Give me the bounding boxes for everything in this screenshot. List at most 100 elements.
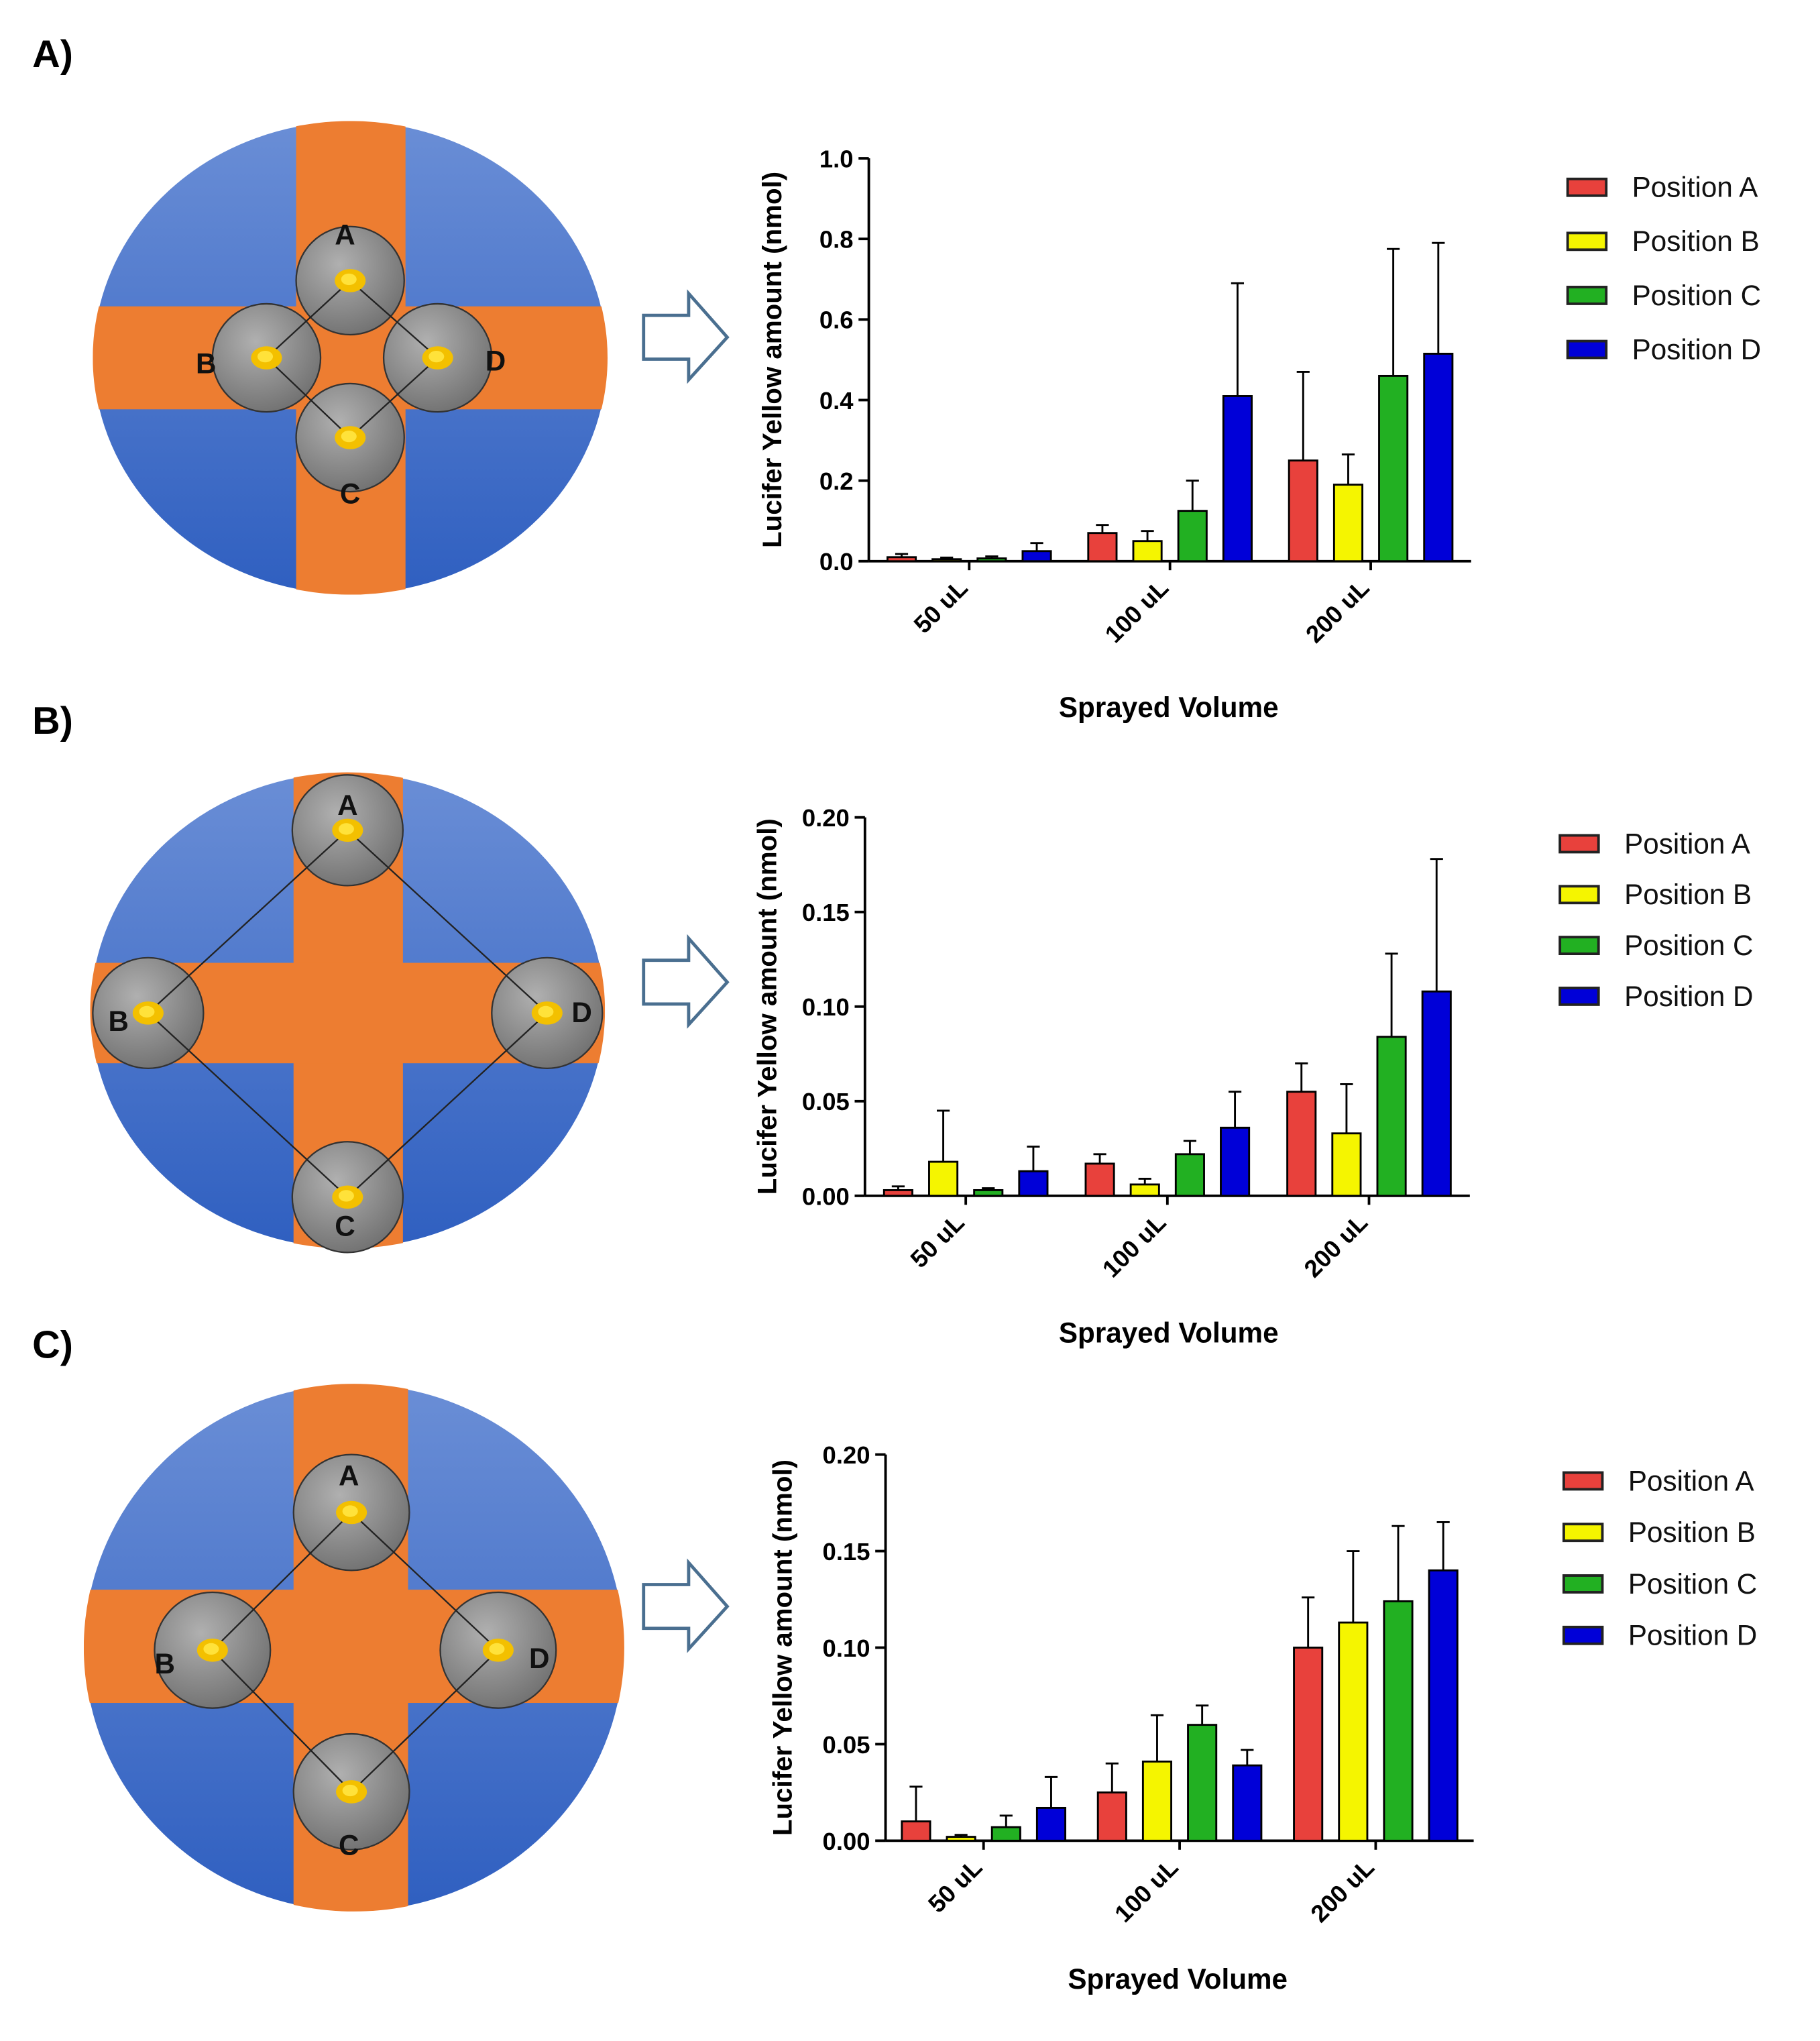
- spot-core: [338, 823, 354, 835]
- error-bar: [1228, 1091, 1242, 1128]
- bar: [973, 1189, 1004, 1197]
- bar: [1187, 1724, 1218, 1842]
- spot-core: [203, 1643, 219, 1655]
- position-letter: C: [335, 1210, 355, 1242]
- position-letter: D: [571, 997, 592, 1028]
- panel-label: B): [32, 700, 73, 742]
- spot-core: [538, 1005, 554, 1018]
- bar: [1423, 352, 1454, 563]
- legend-swatch: [1566, 231, 1608, 252]
- error-bar: [1295, 1062, 1308, 1092]
- arrow: [642, 1558, 730, 1653]
- legend-swatch: [1562, 1625, 1604, 1645]
- position-letter: A: [337, 789, 358, 821]
- error-bar: [1150, 1714, 1164, 1762]
- legend-label: Position C: [1628, 1568, 1757, 1600]
- legend-label: Position A: [1624, 828, 1751, 859]
- error-bar: [1030, 542, 1043, 551]
- error-bar: [936, 1109, 950, 1162]
- x-tick-label: 100 uL: [1097, 1209, 1172, 1283]
- legend-label: Position D: [1632, 333, 1761, 365]
- legend-swatch: [1562, 1523, 1604, 1543]
- bar: [1096, 1791, 1127, 1842]
- error-bar: [891, 1185, 905, 1191]
- bar: [1174, 1153, 1205, 1197]
- spot-core: [342, 1505, 358, 1517]
- bar: [1378, 374, 1409, 563]
- error-bar: [1302, 1596, 1315, 1648]
- bar: [1331, 1132, 1362, 1197]
- error-bar: [1105, 1762, 1119, 1793]
- x-tick-label: 200 uL: [1298, 1209, 1373, 1283]
- x-tick-label: 100 uL: [1109, 1853, 1184, 1928]
- arrow: [642, 934, 730, 1029]
- error-bar: [1430, 858, 1443, 992]
- error-bar: [1186, 480, 1199, 511]
- bar: [1035, 1806, 1067, 1842]
- error-bar: [1436, 1521, 1450, 1571]
- spot-core: [429, 350, 445, 363]
- spot-core: [341, 273, 357, 286]
- bar: [946, 1836, 976, 1842]
- error-bar: [1341, 453, 1355, 485]
- x-tick-label: 200 uL: [1300, 574, 1375, 649]
- error-bar: [1231, 282, 1245, 396]
- y-axis-label: Lucifer Yellow amount (nmol): [767, 1459, 797, 1836]
- y-tick-label: 0.20: [802, 804, 850, 832]
- error-bar: [940, 556, 954, 559]
- legend-swatch: [1562, 1574, 1604, 1594]
- y-tick-label: 0.4: [819, 387, 854, 415]
- bar: [1021, 550, 1052, 563]
- x-tick-label: 50 uL: [909, 574, 973, 639]
- y-tick-label: 0.00: [823, 1828, 870, 1855]
- y-tick-label: 0.05: [823, 1731, 870, 1759]
- bar: [1084, 1162, 1115, 1197]
- spot-core: [489, 1643, 505, 1655]
- position-letter: B: [196, 348, 217, 380]
- error-bar: [1340, 1083, 1353, 1134]
- bar: [883, 1189, 913, 1197]
- error-bar: [1241, 1749, 1254, 1766]
- legend-label: Position C: [1624, 930, 1753, 961]
- position-letter: D: [529, 1643, 550, 1674]
- error-bar: [954, 1834, 968, 1837]
- position-letter: C: [339, 1829, 359, 1861]
- error-bar: [1385, 952, 1398, 1037]
- error-bar: [1387, 247, 1400, 376]
- legend-label: Position D: [1628, 1620, 1757, 1651]
- legend-swatch: [1566, 339, 1608, 360]
- spot-core: [257, 350, 274, 363]
- bar: [1383, 1600, 1414, 1842]
- legend-label: Position A: [1632, 172, 1759, 203]
- error-bar: [1432, 241, 1445, 354]
- bar: [931, 558, 962, 563]
- error-bar: [999, 1814, 1013, 1828]
- panel-label: A): [32, 33, 73, 76]
- x-tick-label: 200 uL: [1305, 1853, 1379, 1928]
- y-tick-label: 0.00: [802, 1182, 850, 1210]
- y-tick-label: 0.15: [823, 1538, 870, 1565]
- x-axis-label: Sprayed Volume: [1059, 692, 1279, 723]
- error-bar: [1347, 1550, 1360, 1623]
- y-tick-label: 1.0: [819, 145, 854, 172]
- bar: [886, 556, 917, 563]
- bar: [1338, 1621, 1369, 1842]
- legend-label: Position B: [1628, 1516, 1756, 1548]
- error-bar: [1141, 530, 1154, 541]
- bar: [1428, 1569, 1459, 1842]
- legend-label: Position B: [1624, 879, 1752, 910]
- error-bar: [1044, 1775, 1058, 1808]
- y-tick-label: 0.2: [819, 467, 854, 495]
- bar: [1332, 484, 1364, 563]
- position-letter: B: [108, 1005, 128, 1037]
- bar: [928, 1160, 959, 1197]
- spot-core: [139, 1005, 155, 1018]
- error-bar: [1096, 524, 1109, 533]
- error-bar: [909, 1785, 923, 1822]
- legend-swatch: [1558, 885, 1600, 905]
- legend-swatch: [1558, 936, 1600, 956]
- spot-core: [342, 1784, 358, 1797]
- bar: [1220, 1126, 1251, 1197]
- position-letter: D: [486, 345, 506, 377]
- legend-label: Position A: [1628, 1465, 1755, 1496]
